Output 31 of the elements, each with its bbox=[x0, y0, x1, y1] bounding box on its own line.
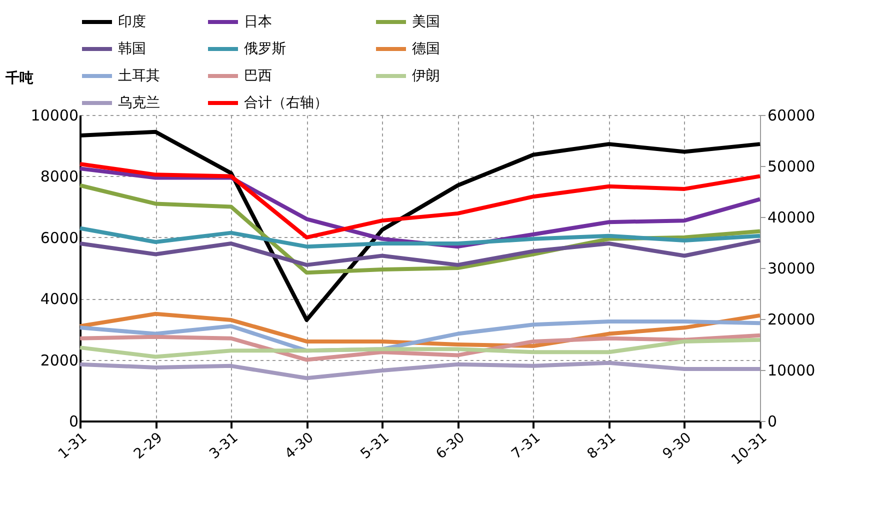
legend-label: 美国 bbox=[412, 14, 440, 30]
y-tick-label: 8000 bbox=[40, 168, 78, 186]
y-tick-label: 4000 bbox=[40, 290, 78, 308]
y2-tick-label: 50000 bbox=[768, 158, 816, 176]
y2-tick-label: 40000 bbox=[768, 208, 816, 226]
legend-label: 巴西 bbox=[244, 68, 272, 84]
legend-label: 合计（右轴） bbox=[244, 95, 328, 111]
y-tick-label: 0 bbox=[68, 412, 78, 430]
legend-label: 土耳其 bbox=[118, 68, 160, 84]
y-tick-label: 6000 bbox=[40, 228, 78, 247]
legend-label: 日本 bbox=[244, 14, 272, 30]
y2-tick-label: 60000 bbox=[768, 106, 816, 124]
y-axis-title: 千吨 bbox=[4, 70, 34, 86]
line-series bbox=[78, 338, 762, 359]
legend-label: 伊朗 bbox=[412, 68, 440, 84]
legend-label: 韩国 bbox=[118, 41, 146, 57]
line-series bbox=[78, 333, 762, 362]
y2-tick-label: 30000 bbox=[768, 260, 816, 278]
legend-label: 俄罗斯 bbox=[244, 41, 286, 57]
line-series bbox=[78, 162, 762, 240]
y2-tick-label: 20000 bbox=[768, 310, 816, 328]
legend-label: 德国 bbox=[412, 41, 440, 57]
line-series bbox=[78, 238, 762, 267]
y-tick-label: 2000 bbox=[40, 351, 78, 370]
y-tick-label: 10000 bbox=[30, 106, 78, 124]
line-series bbox=[78, 226, 762, 249]
y2-tick-label: 0 bbox=[768, 412, 778, 430]
line-series bbox=[78, 360, 762, 380]
legend-label: 印度 bbox=[118, 14, 146, 30]
legend-label: 乌克兰 bbox=[118, 95, 160, 111]
y2-tick-label: 10000 bbox=[768, 362, 816, 380]
